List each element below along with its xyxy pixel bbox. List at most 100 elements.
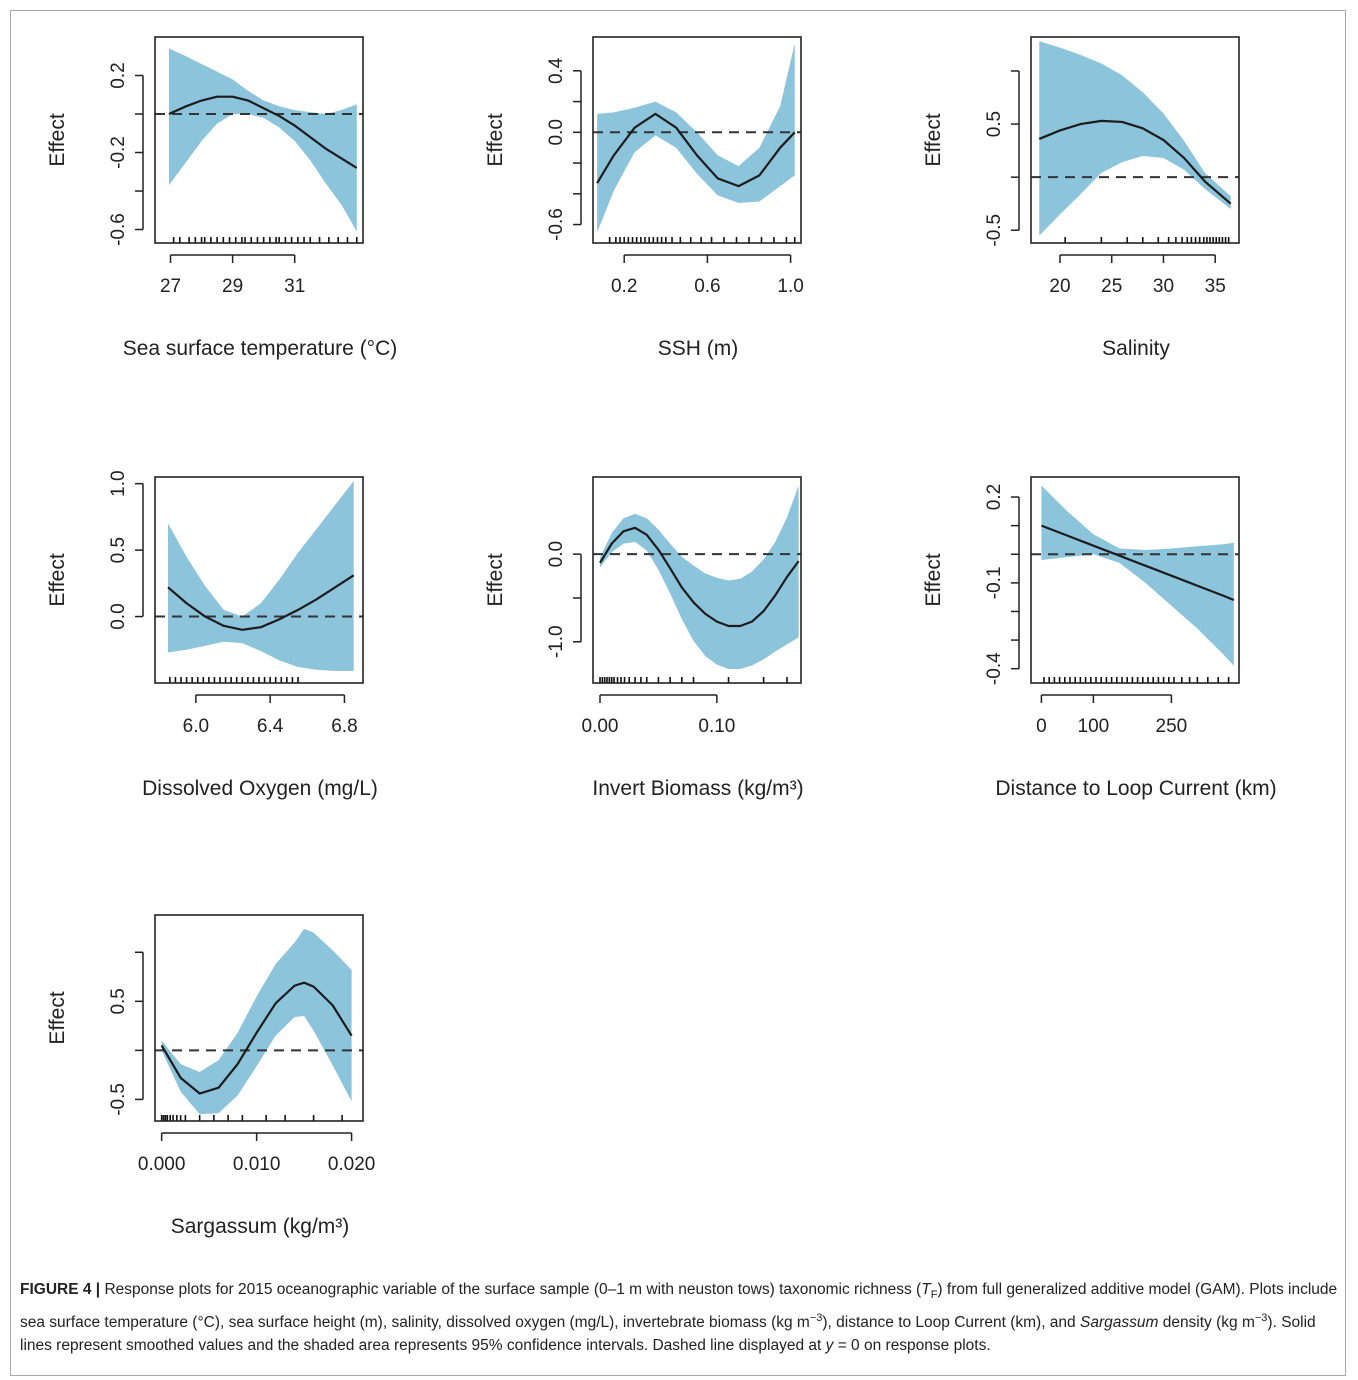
- y-tick-label: 0.0: [108, 603, 129, 629]
- x-tick-label: 0: [1036, 716, 1047, 737]
- chart-sea-surface-temperature: 27 29 31 -0.6 -0.2 0.2 Sea surface temperature…: [46, 36, 398, 360]
- smooth-line: [1041, 524, 1235, 602]
- panel-sargassum: 0.000 0.010 0.020 -0.5 0.5 Sargassum (kg/m³) E…: [20, 898, 440, 1318]
- x-tick-label: 0.6: [694, 276, 720, 297]
- y-axis-title: Effect: [922, 553, 945, 606]
- smooth-line: [599, 526, 800, 628]
- plot-frame: [154, 914, 364, 1122]
- confidence-band: [161, 928, 352, 1115]
- panel-sea-surface-temperature: 27 29 31 -0.6 -0.2 0.2 Sea surface temperature…: [20, 20, 440, 440]
- caption-text-3: ), distance to Loop Current (km), and: [822, 1314, 1080, 1332]
- x-tick-label: 6.0: [183, 716, 209, 737]
- panel-distance-loop-current: 0 100 250 -0.4 -0.1 0.2 Distance to Loop Curre…: [896, 460, 1316, 880]
- y-tick-label: -0.4: [984, 652, 1005, 685]
- x-tick-label: 35: [1205, 276, 1226, 297]
- caption-italic-y: y: [825, 1337, 834, 1355]
- x-axis-title: Salinity: [1102, 337, 1170, 360]
- caption-symbol-t: T: [921, 1281, 931, 1298]
- caption-exponent-1: −3: [809, 1312, 823, 1325]
- y-tick-label: 0.2: [108, 62, 129, 88]
- chart-invert-biomass: 0.00 0.10 -1.0 0.0 Invert Biomass (kg/m³) Eff…: [484, 476, 804, 800]
- caption-exponent-2: −3: [1254, 1312, 1268, 1325]
- y-axis-title: Effect: [484, 113, 507, 166]
- x-axis-title: Distance to Loop Current (km): [995, 777, 1276, 800]
- caption-text-1: Response plots for 2015 oceanographic va…: [100, 1281, 922, 1298]
- confidence-band: [1039, 41, 1231, 236]
- caption-text-4: density (kg m: [1158, 1314, 1255, 1332]
- y-axis-title: Effect: [46, 553, 69, 606]
- y-tick-label: -1.0: [546, 625, 567, 658]
- y-tick-label: -0.6: [108, 213, 129, 246]
- panel-invert-biomass: 0.00 0.10 -1.0 0.0 Invert Biomass (kg/m³) Eff…: [458, 460, 878, 880]
- plot-frame: [592, 36, 802, 244]
- y-tick-label: -0.5: [984, 214, 1005, 247]
- chart-dissolved-oxygen: 6.0 6.4 6.8 0.0 0.5 1.0 Dissolved Oxygen (mg/L…: [46, 470, 378, 800]
- y-tick-label: -0.1: [984, 566, 1005, 599]
- y-tick-label: 0.5: [108, 537, 129, 563]
- x-axis-title: Invert Biomass (kg/m³): [592, 777, 803, 800]
- panel-ssh: 0.2 0.6 1.0 -0.6 0.0 0.4 SSH (m) Effect: [458, 20, 878, 440]
- caption-label: FIGURE 4 |: [20, 1281, 101, 1298]
- y-tick-label: 0.2: [984, 484, 1005, 510]
- x-tick-label: 0.020: [328, 1154, 376, 1175]
- panel-salinity: 20 25 30 35 -0.5 0.5 Salinity Effect: [896, 20, 1316, 440]
- x-axis-title: SSH (m): [658, 337, 739, 360]
- caption-italic-sargassum: Sargassum: [1079, 1314, 1159, 1332]
- confidence-band: [168, 480, 354, 672]
- y-axis-title: Effect: [484, 553, 507, 606]
- x-tick-label: 6.4: [257, 716, 284, 737]
- x-tick-label: 0.2: [611, 276, 637, 297]
- x-axis-title: Sargassum (kg/m³): [171, 1215, 350, 1238]
- y-tick-label: 0.5: [984, 111, 1005, 137]
- x-axis-title: Sea surface temperature (°C): [123, 337, 398, 360]
- x-tick-label: 0.000: [138, 1154, 186, 1175]
- plot-frame: [1030, 476, 1240, 684]
- x-tick-label: 1.0: [777, 276, 803, 297]
- y-tick-label: 0.4: [546, 57, 567, 84]
- x-tick-label: 20: [1049, 276, 1070, 297]
- chart-distance-loop-current: 0 100 250 -0.4 -0.1 0.2 Distance to Loop Curre…: [922, 476, 1277, 800]
- figure-caption: FIGURE 4 | Response plots for 2015 ocean…: [20, 1278, 1338, 1357]
- confidence-band: [168, 48, 357, 232]
- caption-text-2: ) from full generalized additive model (…: [20, 1281, 1338, 1332]
- y-axis-title: Effect: [46, 113, 69, 166]
- y-axis-title: Effect: [46, 991, 69, 1044]
- confidence-band: [1041, 485, 1234, 666]
- caption-text-5: ). Solid lines represent smoothed values…: [20, 1314, 1316, 1355]
- smooth-line: [1038, 119, 1232, 205]
- confidence-band: [600, 485, 799, 669]
- chart-salinity: 20 25 30 35 -0.5 0.5 Salinity Effect: [922, 36, 1240, 360]
- x-tick-label: 30: [1153, 276, 1174, 297]
- chart-ssh: 0.2 0.6 1.0 -0.6 0.0 0.4 SSH (m) Effect: [484, 36, 804, 360]
- x-tick-label: 29: [222, 276, 243, 297]
- x-tick-label: 100: [1078, 716, 1110, 737]
- caption-subscript-f: F: [930, 1289, 938, 1302]
- plot-frame: [592, 476, 802, 684]
- plot-frame: [154, 476, 364, 684]
- confidence-band: [597, 43, 795, 233]
- smooth-line: [596, 112, 796, 188]
- smooth-line: [167, 574, 355, 631]
- y-tick-label: 1.0: [108, 470, 129, 496]
- y-axis-title: Effect: [922, 113, 945, 166]
- panel-dissolved-oxygen: 6.0 6.4 6.8 0.0 0.5 1.0 Dissolved Oxygen (mg/L…: [20, 460, 440, 880]
- caption-text-6: = 0 on response plots.: [833, 1337, 991, 1355]
- smooth-line: [160, 981, 353, 1095]
- plot-frame: [1030, 36, 1240, 244]
- x-tick-label: 0.10: [698, 716, 735, 737]
- x-tick-label: 0.00: [582, 716, 619, 737]
- x-tick-label: 27: [160, 276, 181, 297]
- y-tick-label: 0.5: [108, 988, 129, 1014]
- y-tick-label: -0.5: [108, 1083, 129, 1116]
- x-tick-label: 250: [1156, 716, 1188, 737]
- chart-sargassum: 0.000 0.010 0.020 -0.5 0.5 Sargassum (kg/m³) E…: [46, 914, 376, 1238]
- x-axis-title: Dissolved Oxygen (mg/L): [142, 777, 378, 800]
- x-tick-label: 25: [1101, 276, 1122, 297]
- plot-frame: [154, 36, 364, 244]
- x-tick-label: 31: [284, 276, 305, 297]
- y-tick-label: -0.2: [108, 136, 129, 169]
- y-tick-label: -0.6: [546, 208, 567, 241]
- figure-frame: [10, 10, 1346, 1376]
- y-tick-label: 0.0: [546, 119, 567, 145]
- y-tick-label: 0.0: [546, 541, 567, 567]
